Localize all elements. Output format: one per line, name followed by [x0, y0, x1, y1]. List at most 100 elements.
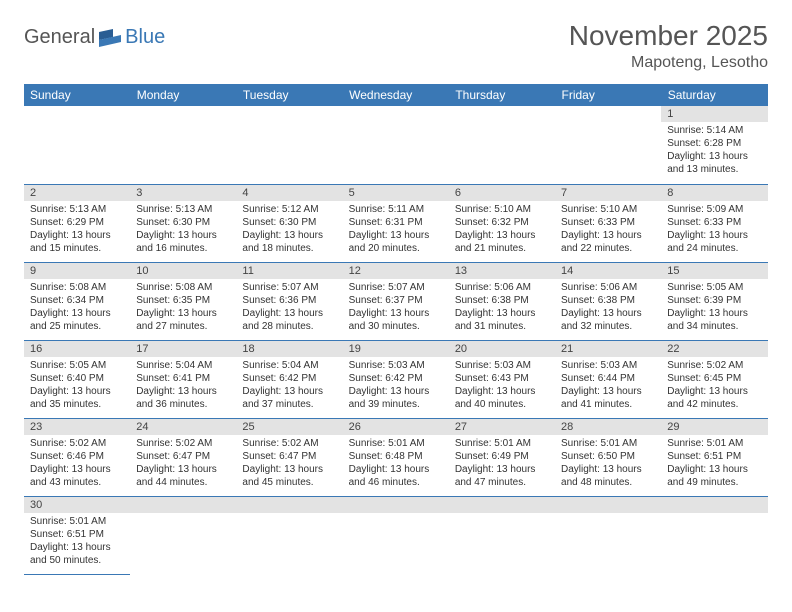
calendar-cell [661, 496, 767, 574]
day-number: 9 [24, 263, 130, 279]
calendar-cell: 2Sunrise: 5:13 AMSunset: 6:29 PMDaylight… [24, 184, 130, 262]
day-details: Sunrise: 5:02 AMSunset: 6:46 PMDaylight:… [24, 435, 130, 493]
logo-text-blue: Blue [125, 26, 165, 49]
day-header: Saturday [661, 84, 767, 106]
calendar-week: 1Sunrise: 5:14 AMSunset: 6:28 PMDaylight… [24, 106, 768, 184]
logo: General Blue [24, 26, 165, 49]
day-number: 29 [661, 419, 767, 435]
day-details: Sunrise: 5:05 AMSunset: 6:39 PMDaylight:… [661, 279, 767, 337]
calendar-cell [449, 106, 555, 184]
day-details: Sunrise: 5:03 AMSunset: 6:43 PMDaylight:… [449, 357, 555, 415]
calendar-cell [236, 496, 342, 574]
day-number: 3 [130, 185, 236, 201]
day-number-empty [555, 497, 661, 513]
calendar-week: 9Sunrise: 5:08 AMSunset: 6:34 PMDaylight… [24, 262, 768, 340]
day-details: Sunrise: 5:07 AMSunset: 6:37 PMDaylight:… [343, 279, 449, 337]
title-block: November 2025 Mapoteng, Lesotho [569, 20, 768, 72]
flag-icon [99, 29, 123, 47]
day-details: Sunrise: 5:01 AMSunset: 6:48 PMDaylight:… [343, 435, 449, 493]
day-details: Sunrise: 5:01 AMSunset: 6:49 PMDaylight:… [449, 435, 555, 493]
day-number: 1 [661, 106, 767, 122]
day-number: 6 [449, 185, 555, 201]
calendar-cell: 28Sunrise: 5:01 AMSunset: 6:50 PMDayligh… [555, 418, 661, 496]
day-number: 2 [24, 185, 130, 201]
calendar-body: 1Sunrise: 5:14 AMSunset: 6:28 PMDaylight… [24, 106, 768, 574]
calendar-cell: 19Sunrise: 5:03 AMSunset: 6:42 PMDayligh… [343, 340, 449, 418]
day-details: Sunrise: 5:05 AMSunset: 6:40 PMDaylight:… [24, 357, 130, 415]
day-number-empty [343, 497, 449, 513]
day-number: 18 [236, 341, 342, 357]
day-header: Monday [130, 84, 236, 106]
calendar-cell: 17Sunrise: 5:04 AMSunset: 6:41 PMDayligh… [130, 340, 236, 418]
day-number-empty [130, 497, 236, 513]
day-number: 22 [661, 341, 767, 357]
day-number: 17 [130, 341, 236, 357]
day-details: Sunrise: 5:04 AMSunset: 6:42 PMDaylight:… [236, 357, 342, 415]
day-number-empty [449, 497, 555, 513]
day-details: Sunrise: 5:12 AMSunset: 6:30 PMDaylight:… [236, 201, 342, 259]
calendar-cell: 5Sunrise: 5:11 AMSunset: 6:31 PMDaylight… [343, 184, 449, 262]
month-title: November 2025 [569, 20, 768, 52]
day-details: Sunrise: 5:08 AMSunset: 6:34 PMDaylight:… [24, 279, 130, 337]
logo-text-general: General [24, 26, 95, 49]
calendar-week: 30Sunrise: 5:01 AMSunset: 6:51 PMDayligh… [24, 496, 768, 574]
day-number: 24 [130, 419, 236, 435]
day-header: Tuesday [236, 84, 342, 106]
day-details: Sunrise: 5:10 AMSunset: 6:32 PMDaylight:… [449, 201, 555, 259]
day-details: Sunrise: 5:13 AMSunset: 6:29 PMDaylight:… [24, 201, 130, 259]
calendar-cell: 3Sunrise: 5:13 AMSunset: 6:30 PMDaylight… [130, 184, 236, 262]
calendar-cell: 12Sunrise: 5:07 AMSunset: 6:37 PMDayligh… [343, 262, 449, 340]
calendar-cell: 8Sunrise: 5:09 AMSunset: 6:33 PMDaylight… [661, 184, 767, 262]
day-number: 21 [555, 341, 661, 357]
day-number: 30 [24, 497, 130, 513]
calendar-cell: 4Sunrise: 5:12 AMSunset: 6:30 PMDaylight… [236, 184, 342, 262]
calendar-cell: 10Sunrise: 5:08 AMSunset: 6:35 PMDayligh… [130, 262, 236, 340]
calendar-cell: 26Sunrise: 5:01 AMSunset: 6:48 PMDayligh… [343, 418, 449, 496]
calendar-week: 16Sunrise: 5:05 AMSunset: 6:40 PMDayligh… [24, 340, 768, 418]
day-number-empty [236, 497, 342, 513]
calendar-cell: 21Sunrise: 5:03 AMSunset: 6:44 PMDayligh… [555, 340, 661, 418]
day-number: 28 [555, 419, 661, 435]
day-details: Sunrise: 5:02 AMSunset: 6:47 PMDaylight:… [236, 435, 342, 493]
header: General Blue November 2025 Mapoteng, Les… [24, 20, 768, 72]
day-details: Sunrise: 5:03 AMSunset: 6:44 PMDaylight:… [555, 357, 661, 415]
calendar-cell: 6Sunrise: 5:10 AMSunset: 6:32 PMDaylight… [449, 184, 555, 262]
day-details: Sunrise: 5:11 AMSunset: 6:31 PMDaylight:… [343, 201, 449, 259]
day-details: Sunrise: 5:07 AMSunset: 6:36 PMDaylight:… [236, 279, 342, 337]
day-details: Sunrise: 5:08 AMSunset: 6:35 PMDaylight:… [130, 279, 236, 337]
calendar-cell: 7Sunrise: 5:10 AMSunset: 6:33 PMDaylight… [555, 184, 661, 262]
calendar-cell: 14Sunrise: 5:06 AMSunset: 6:38 PMDayligh… [555, 262, 661, 340]
day-details: Sunrise: 5:01 AMSunset: 6:51 PMDaylight:… [661, 435, 767, 493]
calendar-cell [24, 106, 130, 184]
day-number: 13 [449, 263, 555, 279]
calendar-cell [449, 496, 555, 574]
day-details: Sunrise: 5:04 AMSunset: 6:41 PMDaylight:… [130, 357, 236, 415]
day-header: Thursday [449, 84, 555, 106]
day-number: 8 [661, 185, 767, 201]
day-details: Sunrise: 5:02 AMSunset: 6:47 PMDaylight:… [130, 435, 236, 493]
day-details: Sunrise: 5:10 AMSunset: 6:33 PMDaylight:… [555, 201, 661, 259]
day-number: 15 [661, 263, 767, 279]
day-number: 12 [343, 263, 449, 279]
day-number: 7 [555, 185, 661, 201]
day-number: 25 [236, 419, 342, 435]
calendar-cell: 9Sunrise: 5:08 AMSunset: 6:34 PMDaylight… [24, 262, 130, 340]
calendar-cell: 29Sunrise: 5:01 AMSunset: 6:51 PMDayligh… [661, 418, 767, 496]
day-details: Sunrise: 5:02 AMSunset: 6:45 PMDaylight:… [661, 357, 767, 415]
day-details: Sunrise: 5:03 AMSunset: 6:42 PMDaylight:… [343, 357, 449, 415]
calendar-cell [236, 106, 342, 184]
calendar-cell: 23Sunrise: 5:02 AMSunset: 6:46 PMDayligh… [24, 418, 130, 496]
day-number: 16 [24, 341, 130, 357]
calendar-cell: 18Sunrise: 5:04 AMSunset: 6:42 PMDayligh… [236, 340, 342, 418]
calendar-cell: 1Sunrise: 5:14 AMSunset: 6:28 PMDaylight… [661, 106, 767, 184]
calendar-cell: 20Sunrise: 5:03 AMSunset: 6:43 PMDayligh… [449, 340, 555, 418]
day-number: 23 [24, 419, 130, 435]
calendar-cell: 22Sunrise: 5:02 AMSunset: 6:45 PMDayligh… [661, 340, 767, 418]
calendar-table: SundayMondayTuesdayWednesdayThursdayFrid… [24, 84, 768, 575]
calendar-cell [343, 496, 449, 574]
calendar-cell: 30Sunrise: 5:01 AMSunset: 6:51 PMDayligh… [24, 496, 130, 574]
day-number: 19 [343, 341, 449, 357]
calendar-cell [555, 106, 661, 184]
day-number: 4 [236, 185, 342, 201]
calendar-cell: 24Sunrise: 5:02 AMSunset: 6:47 PMDayligh… [130, 418, 236, 496]
